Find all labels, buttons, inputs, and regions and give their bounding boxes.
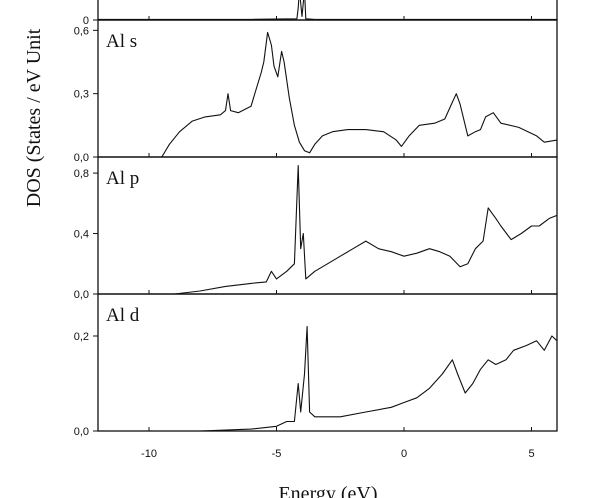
panel-top: 0 [83,0,558,27]
y-axis-title: DOS (States / eV Unit [23,28,45,207]
panel-al-p: 0,0 0,4 0,8 Al p [74,156,558,301]
panel-label-al-s: Al s [106,31,137,52]
panel-label-al-d: Al d [106,305,140,326]
x-axis-title: Energy (eV) [278,483,377,498]
x-tick-label-3: 5 [528,448,534,460]
y-tick-label-al-p-1: 0,4 [74,229,89,241]
dos-line-top [98,0,557,20]
panel-frame-top [97,0,558,21]
y-tick-label-top-0: 0 [83,15,89,27]
x-tick-label-1: -5 [272,448,282,460]
dos-line-al-d [149,325,558,432]
y-tick-label-al-d-0: 0,0 [74,426,89,438]
panel-frame-al-p [97,156,558,295]
y-tick-label-al-p-2: 0,8 [74,168,89,180]
dos-line-al-s [161,31,558,158]
y-tick-label-al-s-2: 0,6 [74,25,89,37]
y-tick-label-al-p-0: 0,0 [74,289,89,301]
y-tick-label-al-s-1: 0,3 [74,89,89,101]
x-tick-label-0: -10 [141,448,157,460]
panel-frame-al-s [97,19,558,158]
dos-line-al-p [149,164,558,295]
panel-al-d: 0,0 0,2 Al d [74,293,558,438]
panel-label-al-p: Al p [106,168,139,189]
panels-layer: 0 0,0 0,3 0,6 Al s 0,0 0,4 0,8 Al p 0,0 0,2 Al d -10… [74,0,558,460]
y-tick-label-al-d-1: 0,2 [74,331,89,343]
panel-al-s: 0,0 0,3 0,6 Al s [74,19,558,164]
x-tick-label-2: 0 [401,448,407,460]
y-tick-label-al-s-0: 0,0 [74,152,89,164]
panel-frame-al-d [97,293,558,432]
